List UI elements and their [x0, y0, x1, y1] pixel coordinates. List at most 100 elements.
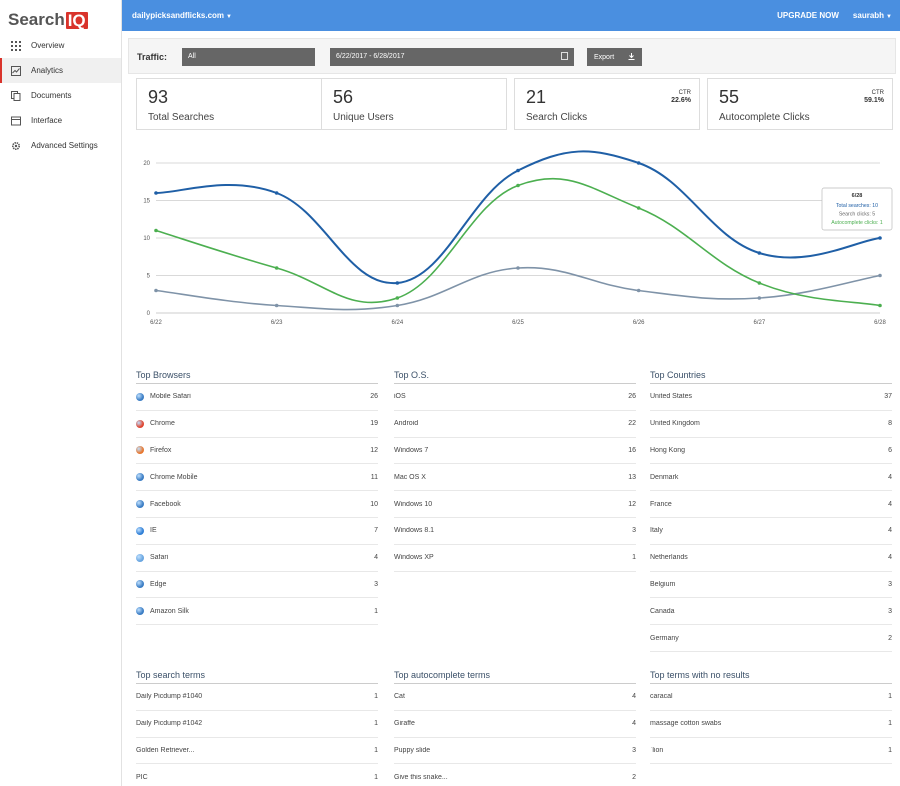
stat-autocomplete-clicks: 55 Autocomplete Clicks CTR 59.1% [707, 78, 893, 130]
sidebar-item-label: Analytics [31, 66, 64, 75]
row-name: Puppy slide [394, 747, 606, 754]
row-label: Daily Picdump #1040 [136, 693, 203, 701]
row-name: France [650, 501, 862, 508]
x-tick-label: 6/23 [271, 320, 283, 326]
table-row: Edge 3 [136, 572, 378, 599]
row-name: Windows 8.1 [394, 527, 606, 534]
y-tick-label: 0 [147, 311, 151, 317]
row-count: 16 [628, 446, 636, 454]
safari-icon [136, 553, 144, 562]
table-row: Windows 10 12 [394, 491, 636, 518]
series-line [155, 266, 881, 311]
table-row: Belgium 3 [650, 572, 892, 599]
row-label: Windows XP [394, 554, 434, 562]
row-name: Daily Picdump #1040 [136, 693, 348, 700]
data-point [395, 281, 400, 285]
table-title: Top Countries [650, 370, 892, 384]
table-row: Golden Retriever... 1 [136, 738, 378, 765]
sidebar-item-label: Documents [31, 91, 72, 100]
row-count: 3 [632, 527, 636, 535]
row-name: Chrome Mobile [136, 473, 348, 482]
row-name: PIC [136, 774, 348, 781]
row-count: 3 [374, 580, 378, 588]
user-menu[interactable]: saurabh ▼ [853, 11, 892, 20]
data-point [154, 228, 158, 233]
sidebar-item-analytics[interactable]: Analytics [0, 58, 121, 83]
row-label: Italy [650, 527, 663, 535]
sidebar-nav: Overview Analytics Documents Interface A… [0, 33, 121, 158]
row-name: Mac OS X [394, 474, 606, 481]
upgrade-now-link[interactable]: UPGRADE NOW [777, 11, 839, 20]
ctr-value: 59.1% [864, 97, 884, 104]
stat-total-searches: 93 Total Searches [136, 78, 322, 130]
row-name: iOS [394, 393, 606, 400]
data-point [878, 236, 882, 240]
stat-value: 21 [526, 87, 547, 107]
export-button[interactable]: Export [587, 48, 642, 66]
row-count: 1 [374, 607, 378, 615]
stat-ctr: CTR 22.6% [671, 89, 691, 105]
user-name: saurabh [852, 11, 885, 20]
row-count: 4 [888, 527, 892, 535]
x-tick-label: 6/28 [874, 320, 886, 326]
row-name: Android [394, 420, 606, 427]
sidebar-item-label: Advanced Settings [31, 141, 98, 150]
table-row: iOS 26 [394, 384, 636, 411]
site-dropdown[interactable]: dailypicksandflicks.com ▼ [132, 11, 232, 20]
stat-label: Unique Users [333, 112, 394, 123]
table-row: France 4 [650, 491, 892, 518]
row-count: 12 [370, 446, 378, 454]
data-point [395, 303, 400, 308]
row-name: `lion [650, 747, 862, 754]
ctr-label: CTR [678, 90, 691, 96]
chevron-down-icon: ▼ [886, 14, 892, 20]
globe-icon [136, 500, 144, 509]
row-label: iOS [394, 393, 406, 401]
row-label: `lion [650, 746, 664, 754]
window-icon [11, 116, 21, 126]
ctr-value: 22.6% [671, 97, 691, 104]
row-label: Cat [394, 693, 405, 701]
traffic-select[interactable]: All [182, 48, 315, 66]
row-count: 1 [374, 746, 378, 754]
row-label: Belgium [650, 580, 676, 588]
row-count: 19 [370, 420, 378, 428]
chevron-down-icon: ▼ [226, 14, 232, 20]
table-row: Firefox 12 [136, 438, 378, 465]
sidebar-item-overview[interactable]: Overview [0, 33, 121, 58]
row-name: IE [136, 526, 348, 535]
ie-icon [136, 526, 144, 535]
row-name: Cat [394, 693, 606, 700]
globe-icon [136, 392, 144, 401]
row-count: 3 [888, 580, 892, 588]
sidebar-item-documents[interactable]: Documents [0, 83, 121, 108]
brand-name-search: Search [8, 10, 65, 29]
sidebar-item-label: Overview [31, 41, 65, 50]
sidebar-item-interface[interactable]: Interface [0, 108, 121, 133]
table-top-no-results: Top terms with no results caracal 1 massag… [650, 670, 892, 765]
row-count: 1 [374, 773, 378, 781]
row-label: Windows 8.1 [394, 527, 435, 535]
row-name: Safari [136, 553, 348, 562]
row-name: Denmark [650, 474, 862, 481]
data-point [274, 191, 279, 195]
row-name: Canada [650, 608, 862, 615]
row-name: Belgium [650, 581, 862, 588]
stat-label: Total Searches [148, 112, 215, 123]
sidebar-item-advanced-settings[interactable]: Advanced Settings [0, 133, 121, 158]
row-count: 26 [370, 393, 378, 401]
row-name: Windows 10 [394, 501, 606, 508]
traffic-label: Traffic: [137, 52, 168, 62]
table-row: IE 7 [136, 518, 378, 545]
stat-value: 93 [148, 87, 169, 107]
row-name: Mobile Safari [136, 392, 348, 401]
table-row: Chrome Mobile 11 [136, 464, 378, 492]
row-label: Canada [650, 607, 675, 615]
brand-logo[interactable]: Search IQ [0, 0, 121, 33]
stat-label: Search Clicks [526, 112, 588, 123]
date-range-picker[interactable]: 6/22/2017 - 6/28/2017 [330, 48, 574, 66]
chart-icon [11, 65, 21, 76]
row-label: Facebook [150, 500, 181, 508]
row-label: Mobile Safari [150, 393, 191, 401]
tooltip-line: Search clicks: 5 [839, 212, 875, 218]
